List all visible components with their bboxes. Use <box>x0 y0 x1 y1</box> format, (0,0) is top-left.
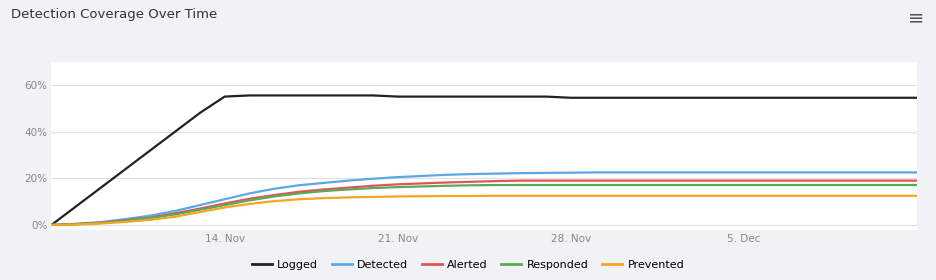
Legend: Logged, Detected, Alerted, Responded, Prevented: Logged, Detected, Alerted, Responded, Pr… <box>247 256 689 274</box>
Text: ≡: ≡ <box>908 8 924 27</box>
Text: Detection Coverage Over Time: Detection Coverage Over Time <box>11 8 217 21</box>
